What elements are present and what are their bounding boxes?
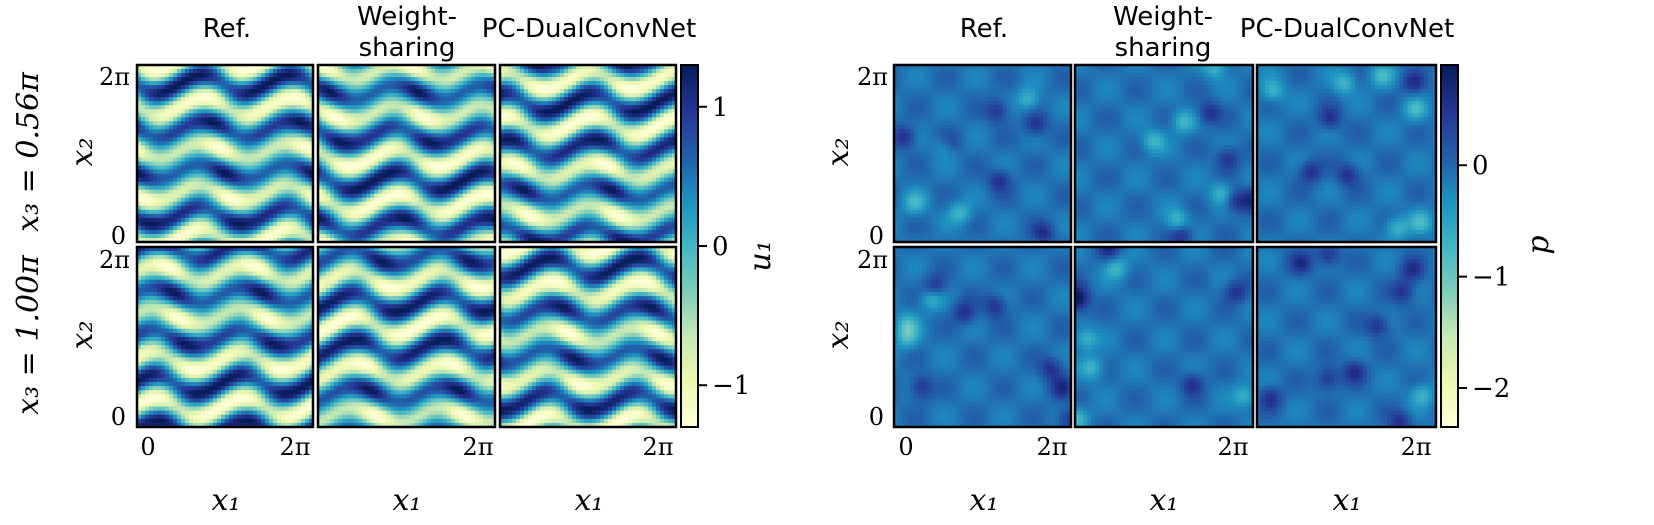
right-xlabel-3: x₁ xyxy=(1333,483,1362,518)
row-label-bottom: x₃ = 1.00π xyxy=(11,254,46,415)
colorbar-tick-label: 0 xyxy=(1472,151,1489,181)
colorbar-tick-label: 1 xyxy=(712,93,729,123)
right-xlabel-1: x₁ xyxy=(970,483,999,518)
left-ylabel-bottom: x₂ xyxy=(65,321,100,350)
colorbar-tick-label: −1 xyxy=(712,371,750,401)
left-xlabel-1: x₁ xyxy=(212,483,241,518)
right-col-title-weight-2: sharing xyxy=(1115,33,1212,63)
left-xlabel-2: x₁ xyxy=(393,483,422,518)
right-ytick-bot-min: 0 xyxy=(869,403,884,431)
left-colorbar-label: u₁ xyxy=(743,240,778,271)
left-col-title-ref: Ref. xyxy=(203,14,251,44)
left-col-title-pcdual: PC-DualConvNet xyxy=(482,14,696,44)
left-col-title-weight-1: Weight- xyxy=(357,2,457,32)
right-xlabel-2: x₁ xyxy=(1150,483,1179,518)
right-xtick-2pi-b: 2π xyxy=(1217,433,1248,461)
colorbar-tick-label: −1 xyxy=(1472,263,1510,293)
right-colorbar-label: p xyxy=(1521,235,1556,254)
left-panels xyxy=(137,65,677,428)
right-ytick-bot-max: 2π xyxy=(857,246,888,274)
left-ytick-top-max: 2π xyxy=(99,63,130,91)
left-colorbar xyxy=(681,65,698,427)
right-col-title-ref: Ref. xyxy=(960,14,1008,44)
right-panels xyxy=(894,65,1437,428)
colorbar-tick-label: 0 xyxy=(712,232,729,262)
colorbar-tick-label: −2 xyxy=(1472,374,1510,404)
row-label-top: x₃ = 0.56π xyxy=(11,71,46,232)
right-ylabel-bottom: x₂ xyxy=(821,321,856,350)
left-xtick-2pi-b: 2π xyxy=(462,433,493,461)
right-col-title-weight-1: Weight- xyxy=(1113,2,1213,32)
left-col-title-weight-2: sharing xyxy=(359,33,456,63)
right-ytick-top-max: 2π xyxy=(857,63,888,91)
right-xtick-0-a: 0 xyxy=(898,433,913,461)
left-xtick-2pi-c: 2π xyxy=(642,433,673,461)
right-ylabel-top: x₂ xyxy=(821,138,856,167)
left-xtick-2pi-a: 2π xyxy=(279,433,310,461)
right-xtick-2pi-c: 2π xyxy=(1400,433,1431,461)
left-xlabel-3: x₁ xyxy=(575,483,604,518)
left-xtick-0-a: 0 xyxy=(140,433,155,461)
right-xtick-2pi-a: 2π xyxy=(1036,433,1067,461)
right-colorbar-ticks: 0 −1 −2 xyxy=(1458,151,1510,404)
right-colorbar xyxy=(1441,65,1458,427)
left-ytick-bot-max: 2π xyxy=(99,246,130,274)
left-ytick-bot-min: 0 xyxy=(111,403,126,431)
left-ylabel-top: x₂ xyxy=(65,138,100,167)
right-col-title-pcdual: PC-DualConvNet xyxy=(1240,14,1454,44)
